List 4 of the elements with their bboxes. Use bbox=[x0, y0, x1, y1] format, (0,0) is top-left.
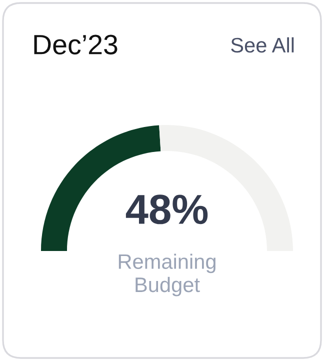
chart-title: Dec’23 bbox=[34, 34, 118, 54]
text: Remaining Budget bbox=[118, 254, 216, 296]
data-label: 48% bbox=[126, 194, 208, 224]
text: See All bbox=[231, 37, 294, 53]
